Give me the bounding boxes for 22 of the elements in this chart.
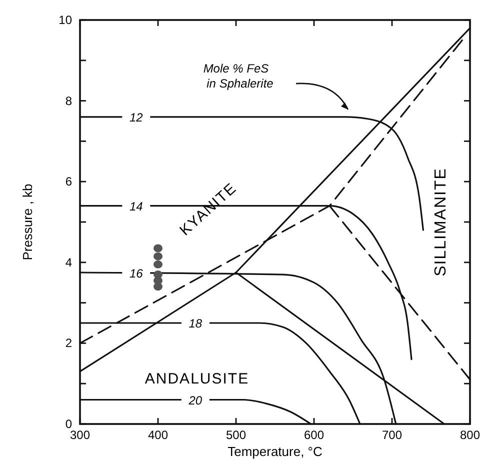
x-tick-label: 500 xyxy=(226,428,246,442)
series-label: 20 xyxy=(188,393,202,408)
y-tick-label: 4 xyxy=(65,255,72,270)
series-label: 14 xyxy=(129,199,144,214)
y-tick-label: 10 xyxy=(58,13,72,27)
y-tick-label: 0 xyxy=(65,417,72,431)
series-label: 18 xyxy=(188,316,202,330)
y-tick-label: 6 xyxy=(65,174,72,189)
y-tick-label: 8 xyxy=(65,94,72,108)
annotation: SILLIMANITE xyxy=(432,168,450,276)
annotation: Mole % FeS in Sphalerite xyxy=(203,62,274,91)
x-tick-label: 300 xyxy=(70,428,90,442)
y-axis-title: Pressure , kb xyxy=(20,184,35,260)
x-tick-label: 400 xyxy=(148,428,168,442)
x-tick-label: 600 xyxy=(304,428,324,442)
x-tick-label: 800 xyxy=(460,428,480,442)
x-axis-title: Temperature, °C xyxy=(228,444,322,459)
series-label: 16 xyxy=(129,266,144,281)
x-tick-label: 700 xyxy=(382,428,402,442)
series-label: 12 xyxy=(129,110,144,124)
y-tick-label: 2 xyxy=(65,336,72,350)
annotation: ANDALUSITE xyxy=(144,370,250,388)
